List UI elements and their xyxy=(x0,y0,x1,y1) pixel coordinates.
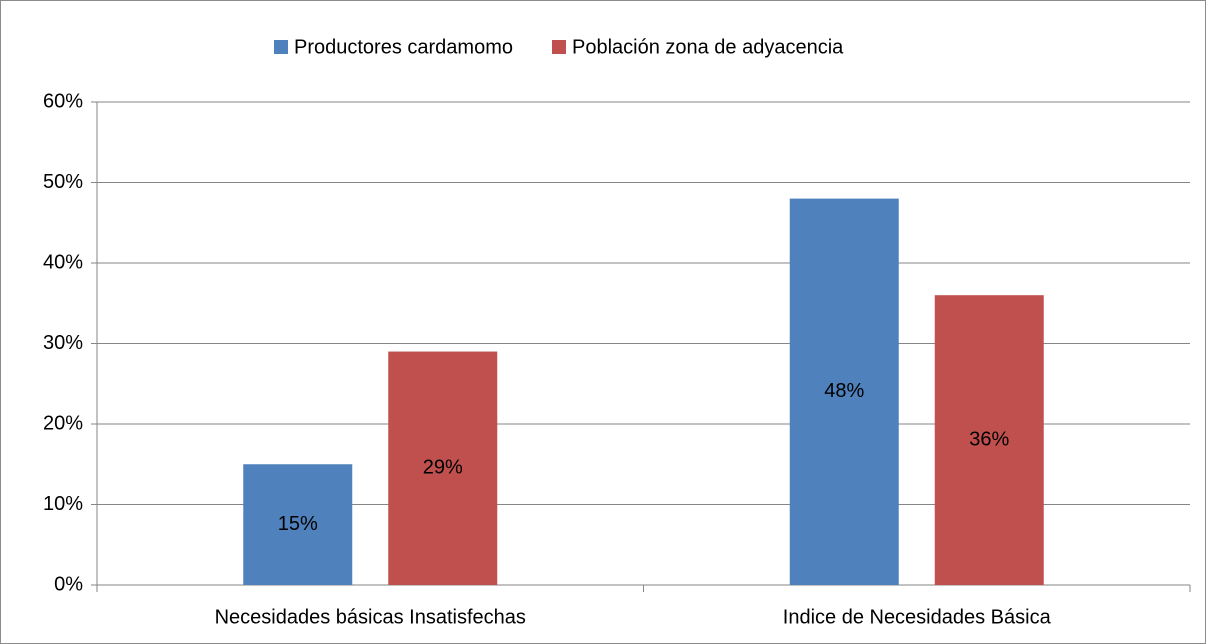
bar xyxy=(789,198,899,585)
data-label: 36% xyxy=(969,428,1009,450)
y-tick-label: 0% xyxy=(54,573,83,595)
data-label: 15% xyxy=(278,513,318,535)
y-tick-label: 60% xyxy=(43,90,83,112)
bar xyxy=(243,464,353,585)
legend-label: Productores cardamomo xyxy=(294,36,513,58)
data-label: 29% xyxy=(423,457,463,479)
x-tick-label: Necesidades básicas Insatisfechas xyxy=(215,606,526,628)
y-tick-label: 40% xyxy=(43,251,83,273)
y-tick-label: 50% xyxy=(43,171,83,193)
legend-label: Población zona de adyacencia xyxy=(572,36,844,58)
data-label: 48% xyxy=(824,380,864,402)
legend-swatch xyxy=(551,40,566,54)
legend-swatch xyxy=(274,40,288,54)
bar xyxy=(934,295,1044,585)
y-tick-label: 10% xyxy=(43,493,83,515)
y-tick-label: 20% xyxy=(43,412,83,434)
x-tick-label: Indice de Necesidades Básica xyxy=(783,606,1052,628)
y-tick-label: 30% xyxy=(43,332,83,354)
bar xyxy=(388,351,498,585)
